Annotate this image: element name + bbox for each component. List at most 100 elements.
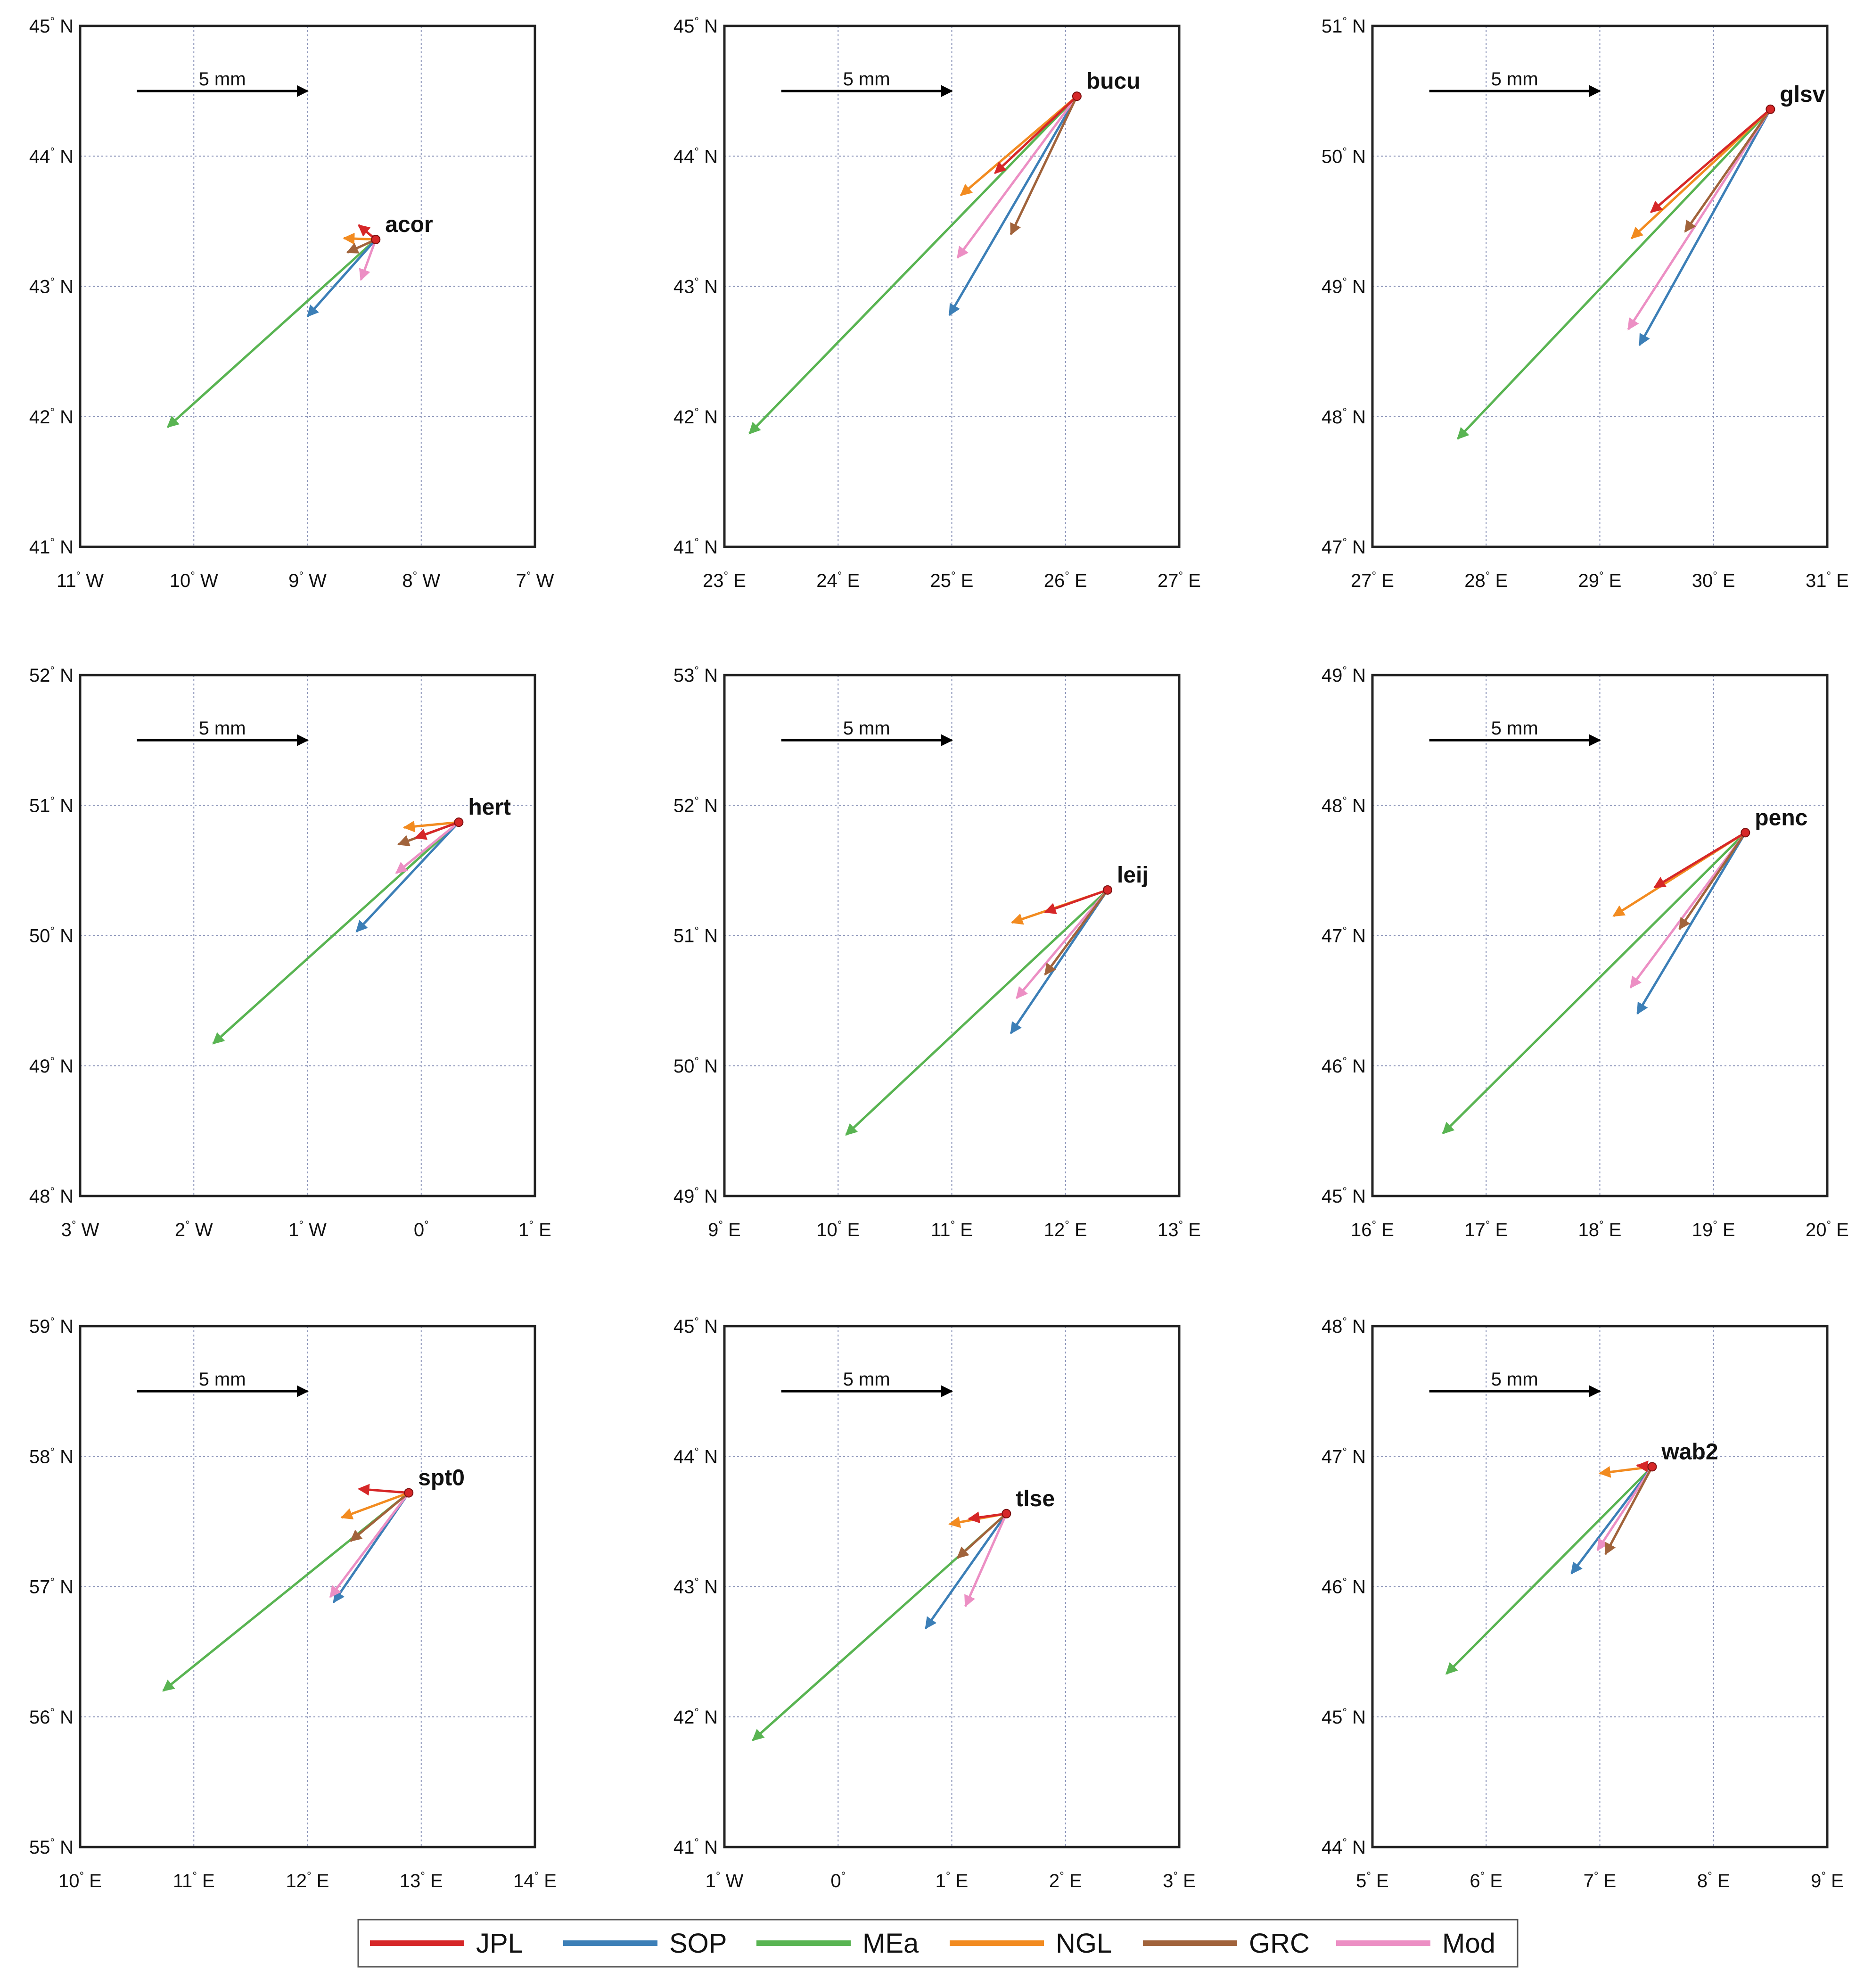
vector-MEa [1445,1466,1653,1675]
y-tick-label: 49° N [1322,664,1366,686]
x-tick-label: 27° E [1351,569,1394,591]
plot-frame [723,1325,1181,1848]
vector-NGL [1631,108,1772,239]
vector-Mod [1016,889,1109,999]
y-tick-label: 44° N [673,1445,718,1467]
vector-JPL [1043,889,1108,915]
y-tick-label: 45° N [1322,1706,1366,1728]
x-tick-label: 10° W [170,569,218,591]
x-tick-label: 7° W [516,569,554,591]
vector-SOP [1010,889,1109,1034]
x-tick-label: 31° E [1806,569,1849,591]
scale-label: 5 mm [199,69,246,90]
station-label: spt0 [418,1466,465,1491]
scale-label: 5 mm [1491,718,1538,739]
panel-bucu: 23° E 24° E 25° E 26° E 27° E 41° N 42° N 43° N… [673,15,1201,591]
x-tick-label: 12° E [286,1870,329,1891]
y-tick-label: 46° N [1322,1055,1366,1077]
x-tick-label: 24° E [816,569,860,591]
scale-label: 5 mm [199,1369,246,1390]
y-tick-label: 44° N [1322,1836,1366,1858]
x-tick-label: 27° E [1158,569,1201,591]
x-tick-label: 2° E [1049,1870,1082,1891]
legend-label-NGL: NGL [1056,1928,1112,1959]
plot-frame [723,25,1181,548]
vector-Mod [956,95,1078,259]
y-tick-label: 43° N [673,276,718,297]
vector-MEa [845,889,1109,1136]
panel-leij: 9° E 10° E 11° E 12° E 13° E 49° N 50° N 51° N 5… [673,664,1201,1240]
legend-label-MEa: MEa [862,1928,919,1959]
x-tick-label: 13° E [400,1870,443,1891]
station-marker [1647,1462,1657,1472]
panel-wab2: 5° E 6° E 7° E 8° E 9° E 44° N 45° N 46° N 47° N… [1322,1315,1844,1891]
station-marker [1765,104,1775,114]
plot-frame [1371,674,1829,1197]
vector-GRC [1684,108,1772,233]
vector-GRC [346,238,377,254]
y-tick-label: 52° N [673,794,718,816]
station-label: acor [385,212,433,237]
y-tick-label: 57° N [29,1576,74,1598]
y-tick-label: 56° N [29,1706,74,1728]
y-tick-label: 47° N [1322,1445,1366,1467]
plot-frame [79,674,536,1197]
panel-hert: 3° W 2° W 1° W 0° 1° E 48° N 49° N 50° N 51° N 52… [29,664,551,1240]
y-tick-label: 45° N [673,15,718,37]
panel-acor: 11° W 10° W 9° W 8° W 7° W 41° N 42° N 43° N 44°… [29,15,554,591]
vector-JPL [357,1484,409,1496]
y-tick-label: 53° N [673,664,718,686]
y-tick-label: 50° N [29,925,74,947]
vector-JPL [968,1511,1007,1524]
vector-JPL [1653,832,1746,889]
vector-MEa [1442,832,1747,1135]
vector-Mod [1596,1466,1653,1551]
x-tick-label: 29° E [1578,569,1622,591]
vector-Mod [964,1513,1008,1608]
x-tick-label: 1° E [518,1219,551,1240]
x-tick-label: 11° W [57,569,104,591]
x-tick-label: 9° W [288,569,327,591]
legend-box [357,1919,1519,1968]
plot-frame [79,1325,536,1848]
plot-frame [723,674,1181,1197]
vector-Mod [1627,108,1772,330]
station-label: penc [1755,805,1807,830]
x-tick-label: 1° E [936,1870,969,1891]
x-tick-label: 5° E [1356,1870,1389,1891]
x-tick-label: 8° E [1697,1870,1730,1891]
y-tick-label: 48° N [1322,794,1366,816]
station-marker [1741,828,1750,838]
station-label: tlse [1016,1486,1055,1511]
y-tick-label: 49° N [1322,276,1366,297]
plot-frame [79,25,536,548]
x-tick-label: 9° E [1811,1870,1844,1891]
vector-GRC [1604,1466,1653,1555]
x-tick-label: 3° E [1163,1870,1196,1891]
x-tick-label: 18° E [1578,1219,1622,1240]
vector-GRC [1010,96,1078,236]
station-marker [1002,1509,1011,1518]
station-label: bucu [1086,69,1141,94]
y-tick-label: 47° N [1322,536,1366,558]
vector-Mod [359,239,377,281]
x-tick-label: 3° W [61,1219,99,1240]
panel-spt0: 10° E 11° E 12° E 13° E 14° E 55° N 56° N 57° N… [29,1315,557,1891]
station-label: wab2 [1661,1439,1718,1464]
panel-glsv: 27° E 28° E 29° E 30° E 31° E 47° N 48° N 49° N… [1322,15,1849,591]
x-tick-label: 0° [830,1870,846,1891]
vector-MEa [166,239,377,428]
vector-MEa [1457,108,1772,440]
x-tick-label: 14° E [513,1870,557,1891]
vector-NGL [403,820,459,833]
x-tick-label: 11° E [931,1219,973,1240]
x-tick-label: 9° E [708,1219,741,1240]
y-tick-label: 58° N [29,1445,74,1467]
vector-MEa [212,821,460,1045]
x-tick-label: 17° E [1464,1219,1508,1240]
scale-label: 5 mm [199,718,246,739]
y-tick-label: 50° N [1322,145,1366,167]
x-tick-label: 28° E [1464,569,1508,591]
y-tick-label: 59° N [29,1315,74,1337]
y-tick-label: 42° N [29,406,74,428]
